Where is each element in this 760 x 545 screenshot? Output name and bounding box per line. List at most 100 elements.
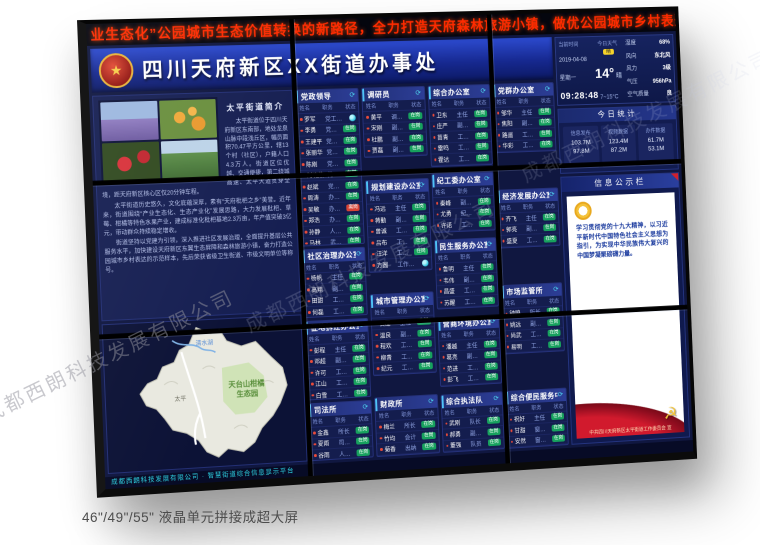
refresh-icon[interactable]: ⟳ bbox=[544, 86, 551, 93]
staff-row[interactable]: 何磊 工作人员 在岗 bbox=[304, 304, 368, 318]
department-panel: 营商环境办公室 ⟳ 姓名 职务 状态 潘越 主任 在岗 葛亮 副主任 在岗 范进 工作人员 在岗 彭飞 工作人… bbox=[436, 314, 502, 387]
refresh-icon[interactable]: ⟳ bbox=[419, 181, 425, 189]
propaganda-poster[interactable]: 学习贯彻党的十九大精神，以习近平新时代中国特色社会主义思想为指引，为实现中华民族… bbox=[566, 192, 685, 439]
status-badge: 在岗 bbox=[487, 438, 501, 447]
bullet-icon bbox=[305, 241, 308, 245]
bullet-icon bbox=[445, 444, 449, 447]
staff-name: 焦阳 bbox=[501, 122, 513, 129]
staff-name: 郝勇 bbox=[449, 432, 461, 439]
staff-position: 副调研员 bbox=[392, 136, 409, 144]
staff-row[interactable]: 贾磊 副调研员 在岗 bbox=[364, 143, 427, 157]
staff-name: 路遥 bbox=[501, 133, 514, 140]
bullet-icon bbox=[442, 367, 446, 370]
staff-row[interactable]: 盛夏 工作人员 在岗 bbox=[499, 233, 560, 248]
weekday-value: 星期一 bbox=[559, 75, 577, 82]
status-badge: 在岗 bbox=[410, 145, 424, 153]
position-column-header: 职务 bbox=[388, 103, 399, 110]
status-badge: 在岗 bbox=[539, 140, 553, 149]
staff-row[interactable]: 方圆 工作人员 bbox=[369, 257, 432, 272]
staff-name: 庄严 bbox=[436, 124, 449, 131]
refresh-icon[interactable]: ⟳ bbox=[480, 87, 487, 95]
department-panel: 市场监管所 ⟳ 姓名 职务 状态 钟鸣 所长 在岗 姚远 副所长 在岗 尚武 工作人员 在岗 易明 工作人员在… bbox=[500, 281, 565, 355]
status-badge: 在岗 bbox=[547, 318, 561, 326]
bullet-icon bbox=[300, 129, 303, 132]
refresh-icon[interactable]: ⟳ bbox=[549, 191, 555, 199]
department-column: 党政领导 ⟳ 姓名 职务 状态 罗军 党工委书记 李勇 党工委副书记、办事处主任 在岗 王建平 党工委… bbox=[294, 87, 375, 462]
position-column-header: 职务 bbox=[518, 99, 529, 106]
territory-map-panel[interactable]: 清水湖 太平 天台山柑橘 生态园 bbox=[101, 314, 308, 475]
refresh-icon[interactable]: ⟳ bbox=[359, 321, 365, 329]
position-column-header: 职务 bbox=[328, 264, 340, 271]
bullet-icon bbox=[376, 367, 380, 370]
camera-status-icon[interactable] bbox=[349, 114, 357, 122]
bullet-icon bbox=[506, 345, 510, 349]
weather-detail-row: 风力 3级 bbox=[626, 64, 671, 73]
refresh-icon[interactable]: ⟳ bbox=[486, 241, 493, 249]
staff-row[interactable]: 纪元 工作人员 在岗 bbox=[373, 360, 436, 376]
department-panel: 党政领导 ⟳ 姓名 职务 状态 罗军 党工委书记 李勇 党工委副书记、办事处主任 在岗 王建平 党工委… bbox=[294, 87, 366, 247]
bullet-icon bbox=[371, 230, 374, 233]
photo-park-trees bbox=[160, 139, 219, 181]
staff-row[interactable]: 白雪 工作人员 在岗 bbox=[308, 386, 371, 401]
staff-row[interactable]: 华彩 工作人员 在岗 bbox=[495, 139, 556, 153]
daily-stats-panel: 今日统计 信息发布 103.7M 97.8M 视频数据 123.4M 87.2M 办件数据 6… bbox=[557, 104, 679, 174]
status-badge: 在岗 bbox=[418, 351, 432, 359]
staff-row[interactable]: 马林 武装部副部长 在岗 bbox=[301, 235, 365, 247]
refresh-icon[interactable]: ⟳ bbox=[484, 175, 490, 183]
department-panel: 纪工委办公室 ⟳ 姓名 职务 状态 秦峰 副书记 在岗 尤勇 纪检专员 在岗 许诺 工作人员 在岗 bbox=[430, 171, 496, 233]
position-column-header: 职务 bbox=[466, 408, 478, 416]
staff-row[interactable]: 董强 队员 在岗 bbox=[442, 437, 504, 452]
refresh-icon[interactable]: ⟳ bbox=[553, 285, 559, 293]
status-column-header: 状态 bbox=[423, 411, 435, 418]
staff-row[interactable]: 苏醒 工作人员 在岗 bbox=[436, 294, 498, 309]
staff-row[interactable]: 易明 工作人员 在岗 bbox=[503, 338, 564, 353]
map-town-label: 太平 bbox=[174, 395, 186, 404]
staff-row[interactable]: 霍达 工作人员 在岗 bbox=[430, 152, 492, 166]
staff-name: 葛亮 bbox=[446, 355, 458, 362]
refresh-icon[interactable]: ⟳ bbox=[490, 318, 496, 326]
name-column-header: 姓名 bbox=[435, 190, 446, 197]
refresh-icon[interactable]: ⟳ bbox=[493, 394, 499, 402]
department-panel: 民生服务办公室 ⟳ 姓名 职务 状态 鲁明 主任 在岗 韦伟 副主任 在岗 昌盛 工作人员 在岗 苏醒 工作人… bbox=[433, 237, 499, 310]
status-badge: 在岗 bbox=[481, 296, 495, 304]
staff-row[interactable]: 许诺 工作人员 在岗 bbox=[433, 218, 495, 232]
department-panel: 综合执法队 ⟳ 姓名 职务 状态 武刚 队长 在岗 郝勇 副队长 在岗 董强 队员 在岗 bbox=[440, 390, 505, 453]
refresh-icon[interactable]: ⟳ bbox=[423, 295, 430, 303]
refresh-icon[interactable]: ⟳ bbox=[356, 250, 362, 258]
poster-footer: 中共四川天府新区太平街道工作委员会 宣 bbox=[589, 425, 672, 437]
bullet-icon bbox=[299, 117, 303, 121]
staff-position: 副主任 bbox=[395, 217, 412, 224]
staff-row[interactable]: 彭飞 工作人员 在岗 bbox=[440, 371, 501, 386]
staff-name: 华彩 bbox=[502, 144, 514, 151]
position-column-header: 职务 bbox=[392, 195, 403, 202]
refresh-icon[interactable]: ⟳ bbox=[415, 89, 422, 97]
status-badge: 在岗 bbox=[475, 143, 489, 151]
status-badge: 在岗 bbox=[346, 214, 361, 223]
national-emblem-icon: ★ bbox=[98, 52, 135, 89]
refresh-icon[interactable]: ⟳ bbox=[428, 398, 434, 406]
bullet-icon bbox=[442, 356, 445, 359]
staff-name: 竹均 bbox=[383, 436, 396, 443]
bullet-icon bbox=[496, 111, 500, 115]
staff-position: 工作人员 bbox=[457, 145, 474, 152]
status-column-header: 状态 bbox=[479, 188, 491, 195]
staff-position: 党工委委员、武装部长 bbox=[327, 182, 344, 191]
camera-status-icon[interactable] bbox=[421, 259, 429, 267]
weather-detail-row: 风向 东北风 bbox=[626, 52, 671, 61]
bullet-icon bbox=[433, 147, 436, 150]
position-column-header: 职务 bbox=[522, 204, 534, 211]
refresh-icon[interactable]: ⟳ bbox=[362, 403, 369, 412]
refresh-icon[interactable]: ⟳ bbox=[349, 91, 356, 99]
department-panel: 司法所 ⟳ 姓名 职务 状态 金鑫 所长 在岗 夏雨 司法助理员 在岗 谷雨 人民调解员 在岗 bbox=[307, 399, 375, 462]
refresh-icon[interactable]: ⟳ bbox=[557, 391, 564, 399]
staff-name: 王建平 bbox=[305, 139, 323, 147]
staff-name: 白雪 bbox=[315, 393, 328, 400]
name-column-header: 姓名 bbox=[509, 406, 520, 413]
staff-row[interactable]: 安然 窗口人员 在岗 bbox=[507, 433, 568, 448]
staff-name: 刘晓燕 bbox=[306, 173, 324, 180]
status-column-header: 状态 bbox=[476, 100, 487, 107]
staff-row[interactable]: 菊香 出纳 在岗 bbox=[377, 441, 439, 457]
staff-position: 党工委副书记、办事处主任 bbox=[325, 125, 342, 135]
staff-name: 贾磊 bbox=[371, 148, 384, 155]
right-column: 当前时间 2019-04-08 星期一 09:28:48 今日天气晴 14°晴 … bbox=[554, 33, 691, 445]
